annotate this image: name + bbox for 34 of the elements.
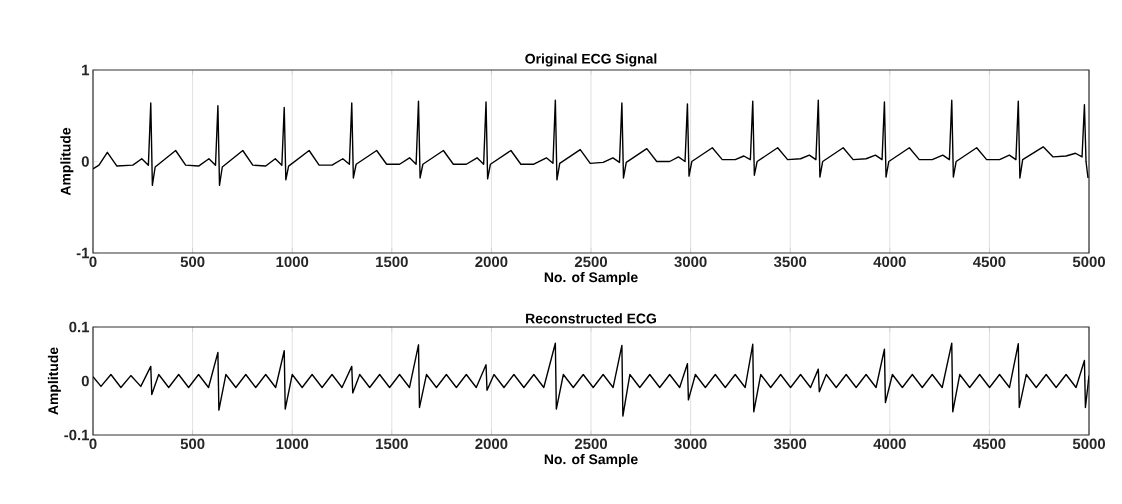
x-tick-label: 5000	[1072, 438, 1105, 450]
y-tick-label: 1	[82, 64, 90, 76]
y-tick-label: 0	[81, 156, 89, 167]
x-axis-title: No. of Sample	[544, 271, 638, 285]
x-axis-title: No. of Sample	[544, 453, 638, 467]
x-tick-label: 4500	[973, 438, 1006, 450]
x-tick-label: 4000	[873, 256, 906, 268]
x-tick-label: 3000	[674, 438, 707, 450]
line-series	[93, 342, 1090, 417]
x-tick-label: 1000	[276, 438, 309, 450]
line-series	[93, 99, 1089, 186]
x-tick-label: 3500	[773, 256, 807, 268]
y-tick-label: -1	[76, 247, 90, 259]
x-tick-label: 4000	[873, 438, 906, 450]
x-tick-label: 2000	[475, 256, 508, 268]
y-axis-title: Amplitude	[60, 127, 74, 196]
y-tick-label: -0.1	[64, 429, 90, 441]
chart-title: Reconstructed ECG	[526, 313, 656, 324]
x-tick-label: 4500	[973, 256, 1006, 268]
x-tick-label: 1000	[276, 256, 309, 268]
x-tick-label: 2500	[574, 438, 607, 450]
x-tick-label: 500	[180, 256, 205, 268]
x-tick-label: 5000	[1072, 256, 1105, 268]
y-tick-label: 0	[81, 375, 89, 387]
x-tick-label: 3500	[773, 438, 807, 450]
x-tick-label: 3000	[674, 256, 707, 268]
x-tick-label: 1500	[376, 256, 408, 268]
y-tick-label: 0.1	[69, 321, 90, 333]
y-axis-title: Amplitude	[47, 347, 61, 415]
x-tick-label: 500	[180, 438, 205, 450]
x-tick-label: 1500	[376, 438, 408, 450]
x-tick-label: 2000	[475, 438, 508, 450]
chart-title: Original ECG Signal	[525, 53, 657, 67]
x-tick-label: 2500	[574, 256, 607, 268]
